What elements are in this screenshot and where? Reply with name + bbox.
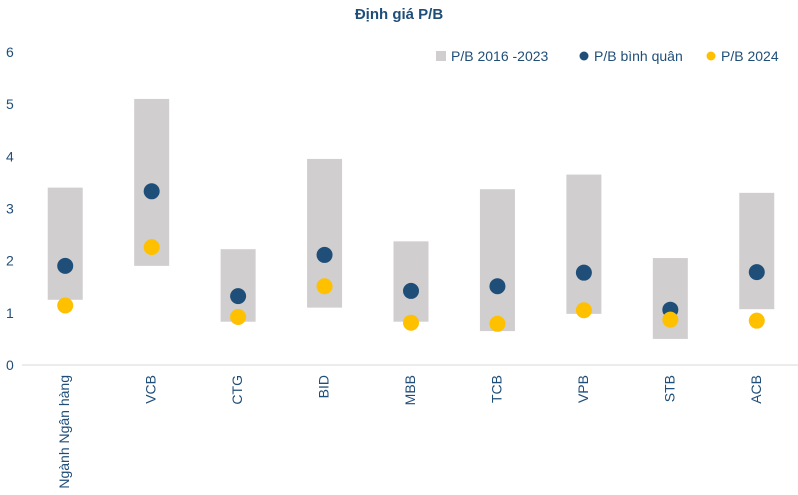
- y-tick-label: 1: [6, 305, 14, 321]
- chart-title: Định giá P/B: [354, 6, 444, 23]
- y-tick-label: 2: [6, 253, 14, 269]
- legend-label: P/B 2024: [721, 48, 779, 64]
- y-tick-label: 6: [6, 44, 14, 60]
- x-tick-label: VPB: [575, 375, 591, 403]
- legend: P/B 2016 -2023 P/B bình quân P/B 2024: [436, 48, 779, 64]
- legend-label: P/B bình quân: [594, 48, 683, 64]
- dot-pb-average: [575, 264, 592, 281]
- range-bars: [47, 98, 775, 339]
- dot-pb-2024: [143, 239, 160, 256]
- dot-pb-2024: [489, 315, 506, 332]
- x-tick-label: VCB: [143, 375, 159, 404]
- y-tick-label: 5: [6, 96, 14, 112]
- dot-pb-2024: [748, 312, 765, 329]
- dot-pb-2024: [57, 297, 74, 314]
- range-bar: [47, 187, 83, 300]
- x-tick-label: MBB: [402, 375, 418, 405]
- dot-pb-average: [57, 257, 74, 274]
- dot-pb-2024: [316, 278, 333, 295]
- legend-marker-range: [436, 51, 446, 61]
- y-tick-label: 4: [6, 148, 14, 164]
- x-tick-label: TCB: [488, 375, 504, 403]
- x-tick-label: ACB: [748, 375, 764, 404]
- dot-pb-average: [403, 282, 419, 299]
- dot-markers: [57, 183, 765, 332]
- dot-pb-2024: [403, 314, 419, 331]
- range-bar: [393, 241, 429, 322]
- dot-pb-average: [316, 246, 333, 263]
- dot-pb-average: [748, 264, 765, 281]
- range-bar: [566, 174, 602, 314]
- y-axis: 0 1 2 3 4 5 6: [6, 44, 14, 373]
- range-bar: [134, 98, 170, 266]
- dot-pb-average: [230, 288, 247, 305]
- legend-label: P/B 2016 -2023: [451, 48, 549, 64]
- x-tick-label: STB: [661, 375, 677, 402]
- range-bar: [479, 189, 515, 332]
- y-tick-label: 0: [6, 357, 14, 373]
- dot-pb-average: [143, 183, 160, 200]
- dot-pb-2024: [230, 309, 247, 326]
- range-bar: [739, 192, 775, 310]
- x-tick-label: Ngành Ngân hàng: [56, 375, 72, 489]
- x-axis: Ngành Ngân hàng VCB CTG BID MBB TCB VPB STB ACB: [22, 364, 798, 489]
- dot-pb-2024: [662, 311, 679, 328]
- y-tick-label: 3: [6, 201, 14, 217]
- dot-pb-average: [489, 278, 506, 295]
- x-tick-label: BID: [316, 375, 332, 398]
- dot-pb-2024: [575, 302, 592, 319]
- x-tick-label: CTG: [229, 375, 245, 405]
- legend-marker-dot: [706, 51, 716, 61]
- legend-marker-dot: [579, 51, 589, 61]
